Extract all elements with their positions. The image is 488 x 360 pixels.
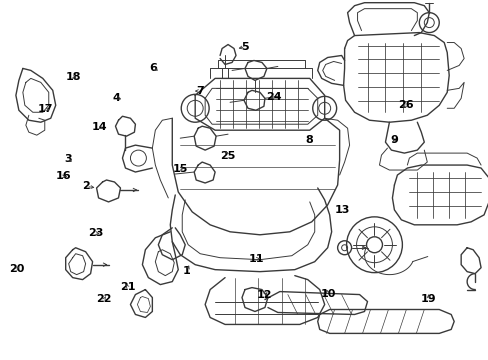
Text: 23: 23 [88,228,103,238]
Text: 3: 3 [64,154,72,164]
Text: 5: 5 [241,42,249,51]
Text: 24: 24 [265,92,281,102]
Text: 1: 1 [183,266,190,276]
Text: 8: 8 [305,135,312,145]
Text: 15: 15 [172,163,187,174]
Text: 12: 12 [256,291,271,301]
Text: 21: 21 [120,282,135,292]
Text: 26: 26 [398,100,413,111]
Text: 2: 2 [82,181,90,192]
Text: 22: 22 [96,294,112,304]
Text: 17: 17 [38,104,53,114]
Text: 6: 6 [149,63,157,73]
Text: 7: 7 [195,86,203,96]
Text: 9: 9 [390,135,398,145]
Text: 18: 18 [65,72,81,82]
Text: 13: 13 [334,206,349,216]
Text: 19: 19 [420,294,436,304]
Text: 25: 25 [219,150,235,161]
Text: 10: 10 [320,289,335,299]
Text: 14: 14 [91,122,107,132]
Text: 16: 16 [55,171,71,181]
Text: 20: 20 [9,264,24,274]
Text: 4: 4 [113,93,121,103]
Text: 11: 11 [248,254,264,264]
